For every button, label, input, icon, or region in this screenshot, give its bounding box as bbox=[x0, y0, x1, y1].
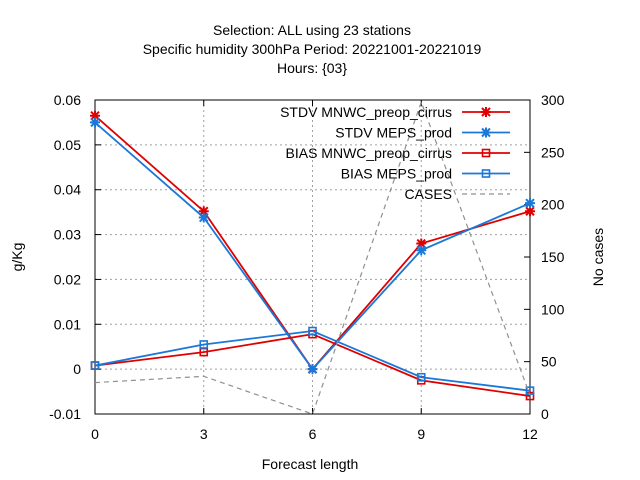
y-tick-label: 0.03 bbox=[54, 227, 81, 243]
x-axis-label: Forecast length bbox=[262, 456, 359, 472]
x-tick-label: 0 bbox=[91, 426, 99, 442]
series-4 bbox=[94, 100, 531, 415]
data-point bbox=[90, 361, 100, 370]
data-point bbox=[199, 340, 209, 349]
y2-tick-label: 300 bbox=[541, 92, 565, 108]
y-tick-label: 0.04 bbox=[54, 182, 81, 198]
y2-tick-label: 50 bbox=[541, 354, 557, 370]
legend-label: CASES bbox=[405, 186, 452, 202]
legend-label: STDV MNWC_preop_cirrus bbox=[280, 104, 452, 120]
y-tick-label: -0.01 bbox=[49, 406, 81, 422]
chart-title: Selection: ALL using 23 stations Specific… bbox=[143, 22, 482, 76]
y-tick-label: 0 bbox=[73, 361, 81, 377]
data-point bbox=[90, 117, 100, 128]
x-tick-label: 3 bbox=[200, 426, 208, 442]
series-1 bbox=[90, 117, 535, 375]
data-point bbox=[90, 110, 100, 121]
y-tick-label: 0.05 bbox=[54, 137, 81, 153]
data-point bbox=[308, 326, 317, 336]
data-point bbox=[525, 206, 535, 217]
y-tick-label: 0.02 bbox=[54, 271, 81, 287]
legend-label: BIAS MNWC_preop_cirrus bbox=[286, 145, 453, 161]
y2-tick-label: 250 bbox=[541, 144, 565, 160]
data-point bbox=[307, 364, 318, 375]
title-line: Hours: {03} bbox=[277, 60, 347, 76]
y-tick-label: 0.01 bbox=[54, 316, 81, 332]
axis-ticks: 0 3 6 9 12 -0.01 0 0.01 0.02 0.03 0.04 0.05 0.06 0 50 1… bbox=[49, 92, 564, 442]
x-tick-label: 9 bbox=[417, 426, 425, 442]
y2-tick-label: 100 bbox=[541, 301, 565, 317]
legend-marker bbox=[481, 169, 491, 178]
title-line: Selection: ALL using 23 stations bbox=[213, 22, 411, 38]
legend-marker bbox=[481, 148, 491, 158]
x-tick-label: 6 bbox=[309, 426, 317, 442]
y2-tick-label: 200 bbox=[541, 197, 565, 213]
series-line bbox=[94, 100, 531, 415]
legend-marker bbox=[481, 127, 491, 138]
grid bbox=[95, 100, 530, 414]
x-tick-label: 12 bbox=[522, 426, 538, 442]
legend-label: STDV MEPS_prod bbox=[335, 125, 452, 141]
data-point bbox=[416, 238, 427, 249]
data-point bbox=[525, 198, 535, 209]
legend: STDV MNWC_preop_cirrus STDV MEPS_prod BIAS… bbox=[280, 104, 510, 202]
y-axis-label: g/Kg bbox=[9, 243, 25, 272]
y2-axis-label: No cases bbox=[590, 228, 606, 286]
title-line: Specific humidity 300hPa Period: 2022100… bbox=[143, 41, 482, 57]
legend-label: BIAS MEPS_prod bbox=[341, 166, 452, 182]
y-tick-label: 0.06 bbox=[54, 92, 81, 108]
y2-tick-label: 0 bbox=[541, 406, 549, 422]
data-point bbox=[416, 372, 426, 382]
legend-marker bbox=[481, 107, 491, 117]
data-point bbox=[198, 206, 209, 217]
data-point bbox=[525, 391, 535, 401]
series-line bbox=[94, 330, 531, 392]
y2-tick-label: 150 bbox=[541, 249, 565, 265]
data-point bbox=[198, 212, 209, 223]
series-layer bbox=[90, 100, 535, 415]
data-point bbox=[416, 245, 427, 256]
